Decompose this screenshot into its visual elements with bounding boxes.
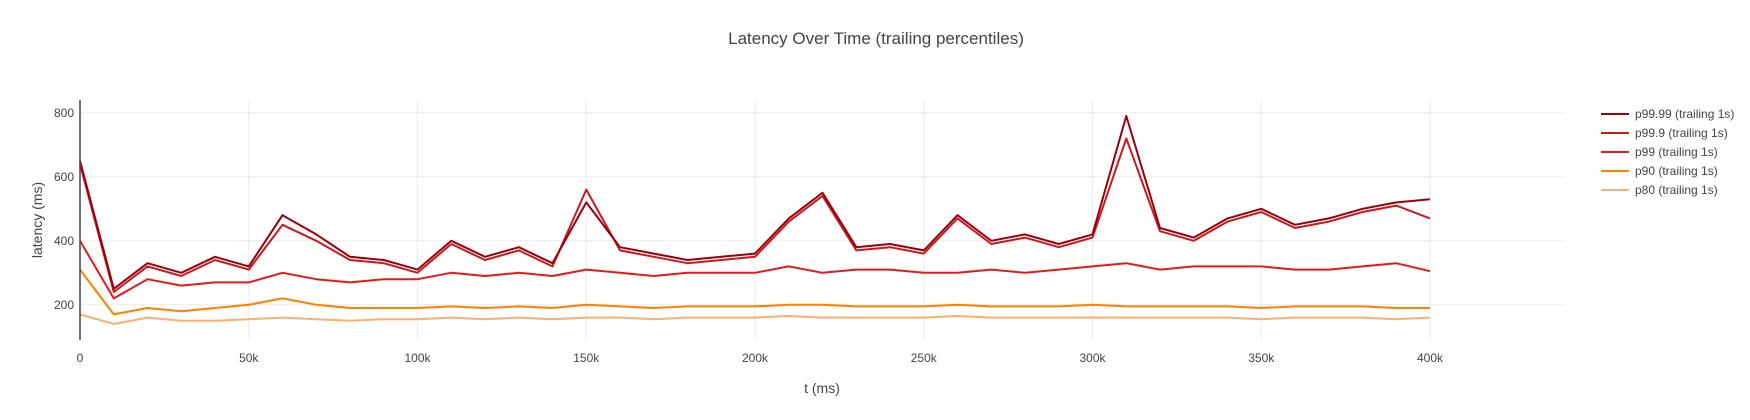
series-line [79, 137, 1431, 293]
x-tick-label: 200k [742, 351, 769, 365]
chart-title: Latency Over Time (trailing percentiles) [728, 29, 1024, 48]
legend-label: p99.99 (trailing 1s) [1635, 107, 1734, 121]
y-tick-label: 600 [54, 170, 74, 184]
legend: p99.99 (trailing 1s) p99.9 (trailing 1s) p… [1601, 107, 1734, 197]
x-tick-label: 50k [239, 351, 259, 365]
legend-item[interactable]: p80 (trailing 1s) [1601, 183, 1718, 197]
series-line [79, 313, 1431, 325]
y-axis-title: latency (ms) [29, 182, 45, 258]
x-tick-label: 400k [1417, 351, 1444, 365]
legend-item[interactable]: p90 (trailing 1s) [1601, 164, 1718, 178]
plot-area [79, 115, 1431, 325]
legend-label: p80 (trailing 1s) [1635, 183, 1718, 197]
y-tick-label: 200 [54, 298, 74, 312]
legend-item[interactable]: p99.9 (trailing 1s) [1601, 126, 1728, 140]
legend-label: p90 (trailing 1s) [1635, 164, 1718, 178]
legend-item[interactable]: p99.99 (trailing 1s) [1601, 107, 1734, 121]
legend-label: p99.9 (trailing 1s) [1635, 126, 1728, 140]
series-line [79, 115, 1431, 290]
x-tick-label: 150k [573, 351, 600, 365]
x-tick-label: 350k [1248, 351, 1275, 365]
x-tick-label: 100k [404, 351, 431, 365]
x-tick-label: 0 [77, 351, 84, 365]
x-tick-label: 250k [911, 351, 938, 365]
series-line [79, 268, 1430, 316]
legend-item[interactable]: p99 (trailing 1s) [1601, 145, 1718, 159]
y-tick-label: 800 [54, 106, 74, 120]
y-tick-label: 400 [54, 234, 74, 248]
axes: 0 50k 100k 150k 200k 250k 300k 350k 400k 200 400 60… [54, 100, 1444, 365]
series-line [79, 240, 1431, 300]
x-tick-label: 300k [1079, 351, 1106, 365]
legend-label: p99 (trailing 1s) [1635, 145, 1718, 159]
x-axis-title: t (ms) [804, 380, 840, 396]
